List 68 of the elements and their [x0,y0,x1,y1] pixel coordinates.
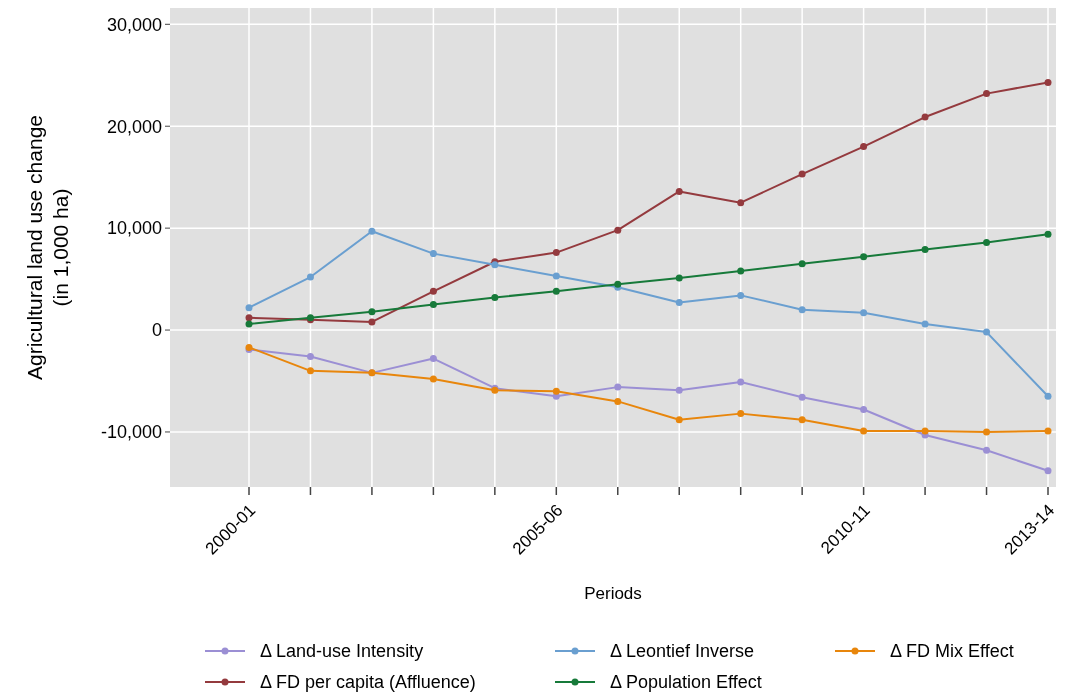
y-tick-label: 0 [151,320,162,341]
point [675,386,683,394]
point [1044,427,1052,435]
point [429,355,437,363]
point [921,427,929,435]
point [798,170,806,178]
point [429,301,437,309]
point [614,397,622,405]
point [798,416,806,424]
point [429,250,437,258]
point [983,328,991,336]
point [737,410,745,418]
point [860,309,868,317]
point [245,320,253,328]
point [921,113,929,121]
point [675,187,683,195]
y-tick-label: 20,000 [106,116,162,137]
point [368,227,376,235]
point [306,273,314,281]
y-tick-label: -10,000 [100,422,162,443]
point [737,291,745,299]
point [983,446,991,454]
legend-label: Δ Leontief Inverse [610,641,755,662]
point [860,143,868,151]
point [614,226,622,234]
x-axis-title: Periods [584,584,642,603]
point [675,299,683,307]
legend-label: Δ FD Mix Effect [890,641,1014,662]
point [429,375,437,383]
point [860,253,868,261]
point [491,293,499,301]
point [368,308,376,316]
legend-label: Δ FD per capita (Affluence) [260,672,476,693]
point [1044,230,1052,238]
point [245,304,253,312]
point [921,246,929,254]
point [983,428,991,436]
point [675,416,683,424]
point [552,249,560,257]
point [737,267,745,275]
point [798,306,806,314]
point [737,378,745,386]
point [306,353,314,361]
point [614,383,622,391]
point [1044,392,1052,400]
point [798,260,806,268]
point [306,367,314,375]
point [675,274,683,282]
legend-label: Δ Population Effect [610,672,762,693]
y-tick-label: 30,000 [106,14,162,35]
point [368,318,376,326]
point [860,406,868,414]
point [860,427,868,435]
point [245,314,253,322]
point [429,287,437,295]
point [1044,467,1052,475]
y-tick-label: 10,000 [106,218,162,239]
point [983,238,991,246]
point [737,199,745,207]
point [1044,78,1052,86]
point [552,272,560,280]
legend-label: Δ Land-use Intensity [260,641,424,662]
point [983,90,991,98]
y-axis-title: Agricultural land use change (in 1,000 ha) [23,114,72,381]
point [798,393,806,401]
point [552,387,560,395]
point [921,320,929,328]
point [552,287,560,295]
